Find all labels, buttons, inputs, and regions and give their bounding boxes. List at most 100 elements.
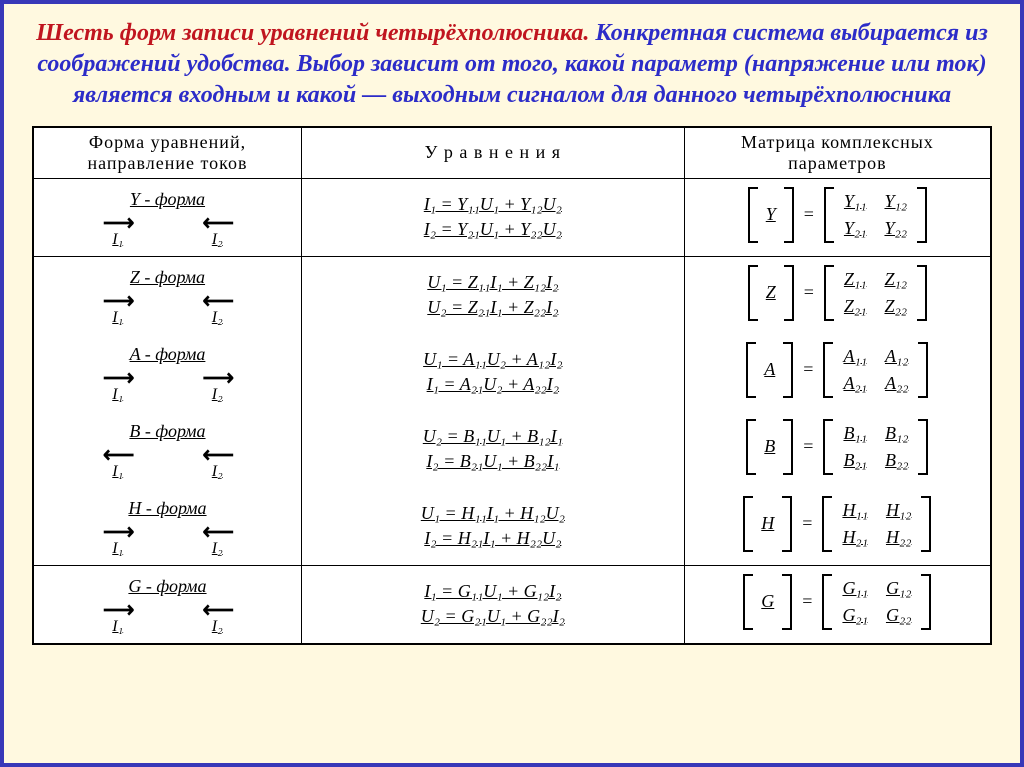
bracket-left-icon [824, 187, 834, 243]
cell-equations: U₁ = A₁₁U₂ + A₁₂I₂ I₁ = A₂₁U₂ + A₂₂I₂ [301, 334, 684, 411]
table-row: B - форма ⟵ I₁ ⟵ I₂ U₂ = B₁₁U₁ + B₁₂I₁ I… [34, 411, 991, 488]
equation-2: U₂ = G₂₁U₁ + G₂₂I₂ [308, 606, 678, 627]
cell-matrix: B = B₁₁B₁₂ B₂₁B₂₂ [684, 411, 990, 488]
equals-sign: = [800, 282, 818, 303]
matrix-symbol: H [759, 513, 776, 534]
arrow-i1: ⟶ I₁ [103, 290, 133, 326]
arrow-i1: ⟶ I₁ [103, 521, 133, 557]
cell-equations: U₁ = H₁₁I₁ + H₁₂U₂ I₂ = H₂₁I₁ + H₂₂U₂ [301, 488, 684, 566]
equation-1: U₁ = H₁₁I₁ + H₁₂U₂ [308, 503, 678, 524]
arrow-i1: ⟶ I₁ [103, 367, 133, 403]
form-label: Z - форма [44, 267, 291, 288]
matrix-grid: Z₁₁Z₁₂ Z₂₁Z₂₂ [840, 265, 911, 321]
form-label: G - форма [44, 576, 291, 597]
bracket-left-icon [822, 496, 832, 552]
table-row: G - форма ⟶ I₁ ⟵ I₂ I₁ = G₁₁U₁ + G₁₂I₂ U… [34, 565, 991, 643]
matrix-symbol: Z [764, 282, 778, 303]
cell-matrix: H = H₁₁H₁₂ H₂₁H₂₂ [684, 488, 990, 566]
bracket-right-icon [917, 187, 927, 243]
current-arrows: ⟶ I₁ ⟵ I₂ [44, 599, 291, 635]
equation-2: I₂ = H₂₁I₁ + H₂₂U₂ [308, 528, 678, 549]
bracket-left-icon [746, 342, 756, 398]
matrix-block: Z = Z₁₁Z₁₂ Z₂₁Z₂₂ [748, 265, 927, 321]
current-arrows: ⟶ I₁ ⟵ I₂ [44, 212, 291, 248]
cell-matrix: Z = Z₁₁Z₁₂ Z₂₁Z₂₂ [684, 256, 990, 334]
matrix-symbol: A [762, 359, 777, 380]
equals-sign: = [799, 436, 817, 457]
bracket-left-icon [743, 574, 753, 630]
form-label: B - форма [44, 421, 291, 442]
equals-sign: = [798, 513, 816, 534]
bracket-right-icon [917, 265, 927, 321]
bracket-left-icon [748, 265, 758, 321]
equals-sign: = [799, 359, 817, 380]
cell-equations: U₁ = Z₁₁I₁ + Z₁₂I₂ U₂ = Z₂₁I₁ + Z₂₂I₂ [301, 256, 684, 334]
bracket-right-icon [782, 496, 792, 552]
cell-form: Z - форма ⟶ I₁ ⟵ I₂ [34, 256, 302, 334]
form-label: H - форма [44, 498, 291, 519]
arrow-i2: ⟶ I₂ [202, 367, 232, 403]
bracket-left-icon [823, 419, 833, 475]
col-header-eq: У р а в н е н и я [301, 127, 684, 178]
equation-1: I₁ = Y₁₁U₁ + Y₁₂U₂ [308, 194, 678, 215]
matrix-grid: A₁₁A₁₂ A₂₁A₂₂ [839, 342, 912, 398]
form-label: Y - форма [44, 189, 291, 210]
equation-2: I₂ = B₂₁U₁ + B₂₂I₁ [308, 451, 678, 472]
equation-block: U₂ = B₁₁U₁ + B₁₂I₁ I₂ = B₂₁U₁ + B₂₂I₁ [308, 426, 678, 472]
arrow-i1: ⟶ I₁ [103, 212, 133, 248]
arrow-i2: ⟵ I₂ [202, 521, 232, 557]
matrix-symbol: B [762, 436, 777, 457]
forms-table: Форма уравнений, направление токов У р а… [33, 127, 991, 644]
bracket-left-icon [822, 574, 832, 630]
form-block: G - форма ⟶ I₁ ⟵ I₂ [40, 570, 295, 639]
form-block: Y - форма ⟶ I₁ ⟵ I₂ [40, 183, 295, 252]
cell-form: G - форма ⟶ I₁ ⟵ I₂ [34, 565, 302, 643]
equation-2: U₂ = Z₂₁I₁ + Z₂₂I₂ [308, 297, 678, 318]
cell-form: H - форма ⟶ I₁ ⟵ I₂ [34, 488, 302, 566]
table-row: H - форма ⟶ I₁ ⟵ I₂ U₁ = H₁₁I₁ + H₁₂U₂ I… [34, 488, 991, 566]
bracket-left-icon [743, 496, 753, 552]
equals-sign: = [798, 591, 816, 612]
arrow-i2: ⟵ I₂ [202, 212, 232, 248]
equation-block: I₁ = G₁₁U₁ + G₁₂I₂ U₂ = G₂₁U₁ + G₂₂I₂ [308, 581, 678, 627]
bracket-right-icon [921, 574, 931, 630]
equation-1: U₁ = A₁₁U₂ + A₁₂I₂ [308, 349, 678, 370]
matrix-grid: Y₁₁Y₁₂ Y₂₁Y₂₂ [840, 187, 911, 243]
cell-equations: U₂ = B₁₁U₁ + B₁₂I₁ I₂ = B₂₁U₁ + B₂₂I₁ [301, 411, 684, 488]
current-arrows: ⟵ I₁ ⟵ I₂ [44, 444, 291, 480]
current-arrows: ⟶ I₁ ⟵ I₂ [44, 290, 291, 326]
equation-1: U₁ = Z₁₁I₁ + Z₁₂I₂ [308, 272, 678, 293]
equation-block: U₁ = Z₁₁I₁ + Z₁₂I₂ U₂ = Z₂₁I₁ + Z₂₂I₂ [308, 272, 678, 318]
table-row: Z - форма ⟶ I₁ ⟵ I₂ U₁ = Z₁₁I₁ + Z₁₂I₂ U… [34, 256, 991, 334]
arrow-i1: ⟶ I₁ [103, 599, 133, 635]
header-row: Форма уравнений, направление токов У р а… [34, 127, 991, 178]
table-row: Y - форма ⟶ I₁ ⟵ I₂ I₁ = Y₁₁U₁ + Y₁₂U₂ I… [34, 178, 991, 256]
bracket-left-icon [823, 342, 833, 398]
form-block: H - форма ⟶ I₁ ⟵ I₂ [40, 492, 295, 561]
matrix-grid: G₁₁G₁₂ G₂₁G₂₂ [838, 574, 915, 630]
matrix-symbol: G [759, 591, 776, 612]
equation-1: U₂ = B₁₁U₁ + B₁₂I₁ [308, 426, 678, 447]
arrow-i2: ⟵ I₂ [202, 599, 232, 635]
matrix-block: B = B₁₁B₁₂ B₂₁B₂₂ [746, 419, 928, 475]
bracket-right-icon [783, 419, 793, 475]
form-block: B - форма ⟵ I₁ ⟵ I₂ [40, 415, 295, 484]
bracket-right-icon [783, 342, 793, 398]
form-label: A - форма [44, 344, 291, 365]
arrow-i2: ⟵ I₂ [202, 444, 232, 480]
cell-equations: I₁ = Y₁₁U₁ + Y₁₂U₂ I₂ = Y₂₁U₁ + Y₂₂U₂ [301, 178, 684, 256]
cell-form: A - форма ⟶ I₁ ⟶ I₂ [34, 334, 302, 411]
bracket-left-icon [748, 187, 758, 243]
arrow-i1: ⟵ I₁ [103, 444, 133, 480]
form-block: Z - форма ⟶ I₁ ⟵ I₂ [40, 261, 295, 330]
col-header-matrix: Матрица комплексных параметров [684, 127, 990, 178]
current-arrows: ⟶ I₁ ⟶ I₂ [44, 367, 291, 403]
heading-red: Шесть форм записи уравнений четырёхполюс… [36, 20, 589, 46]
cell-matrix: G = G₁₁G₁₂ G₂₁G₂₂ [684, 565, 990, 643]
bracket-right-icon [784, 187, 794, 243]
equation-block: U₁ = A₁₁U₂ + A₁₂I₂ I₁ = A₂₁U₂ + A₂₂I₂ [308, 349, 678, 395]
matrix-block: A = A₁₁A₁₂ A₂₁A₂₂ [746, 342, 928, 398]
equation-block: U₁ = H₁₁I₁ + H₁₂U₂ I₂ = H₂₁I₁ + H₂₂U₂ [308, 503, 678, 549]
cell-matrix: Y = Y₁₁Y₁₂ Y₂₁Y₂₂ [684, 178, 990, 256]
bracket-right-icon [784, 265, 794, 321]
